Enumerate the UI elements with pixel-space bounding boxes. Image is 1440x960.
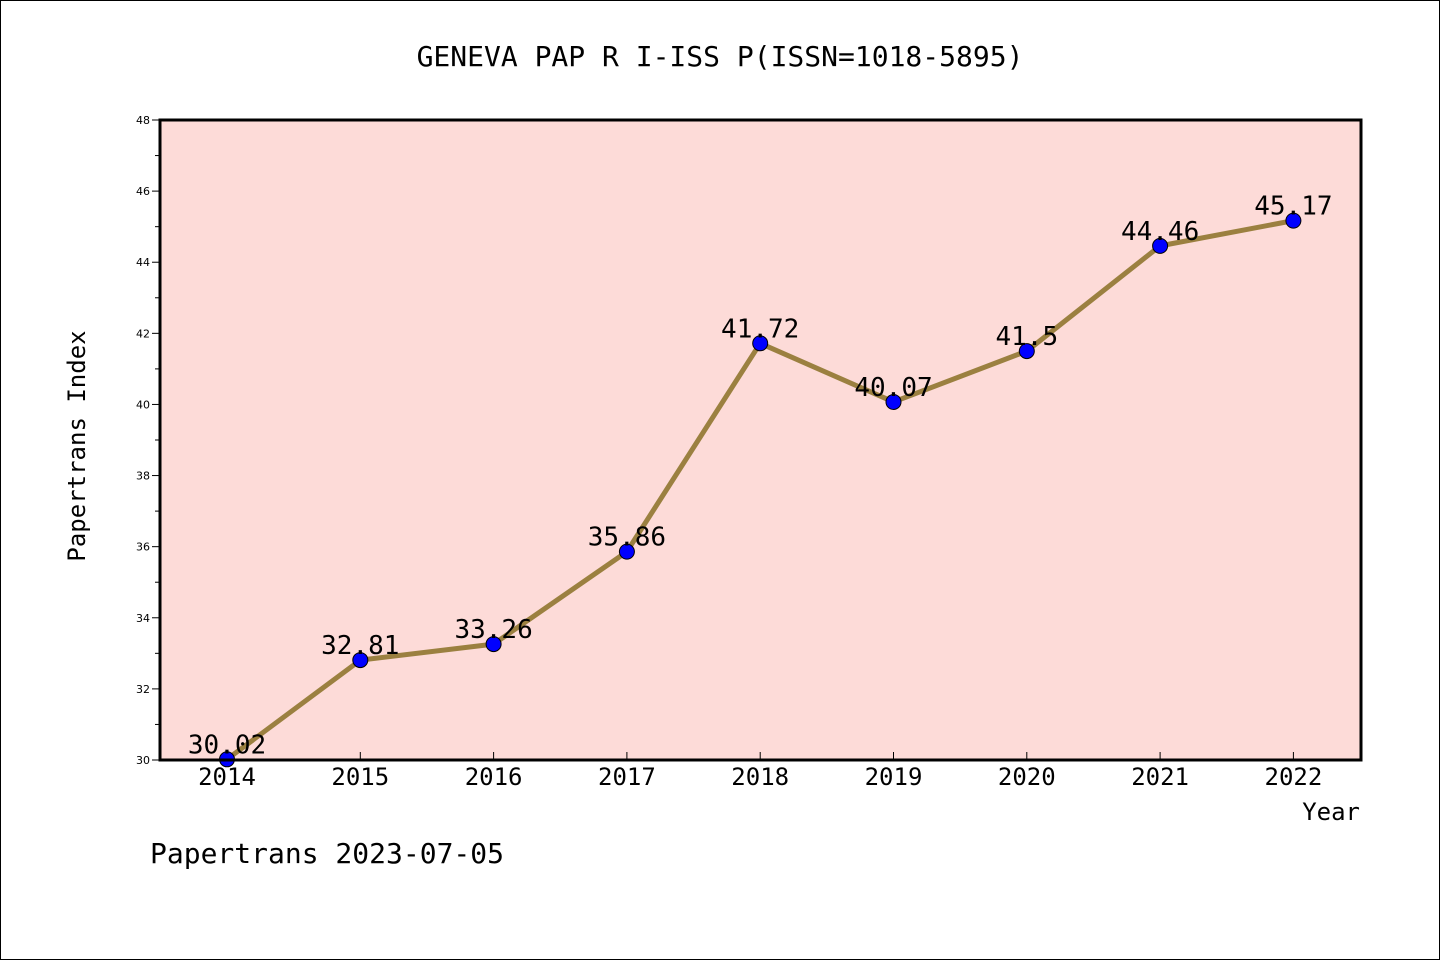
y-tick-label: 34 <box>136 612 150 625</box>
data-label: 35.86 <box>588 523 666 553</box>
series-group <box>219 212 1302 768</box>
data-point <box>885 393 902 410</box>
data-label: 44.46 <box>1121 217 1199 247</box>
x-tick-label: 2017 <box>598 763 656 791</box>
x-tick-label: 2020 <box>998 763 1056 791</box>
plot-border <box>158 118 1363 762</box>
x-tick-label: 2018 <box>731 763 789 791</box>
data-label: 32.81 <box>321 631 399 661</box>
data-point <box>485 636 502 653</box>
data-point <box>618 543 635 560</box>
footer-credit: Papertrans 2023-07-05 <box>150 837 504 870</box>
y-tick-label: 30 <box>136 754 150 767</box>
x-tick-label: 2015 <box>331 763 389 791</box>
data-label: 41.72 <box>721 314 799 344</box>
y-tick-label: 36 <box>136 541 150 554</box>
x-tick-label: 2014 <box>198 763 256 791</box>
x-tick-label: 2016 <box>465 763 523 791</box>
data-label: 45.17 <box>1254 192 1332 222</box>
y-tick-label: 42 <box>136 327 150 340</box>
y-tick-label: 38 <box>136 470 150 483</box>
y-axis-ticks: 30 32 34 36 38 40 42 44 46 48 <box>136 114 160 767</box>
y-tick-label: 40 <box>136 398 150 411</box>
y-tick-label: 48 <box>136 114 150 127</box>
x-tick-label: 2019 <box>865 763 923 791</box>
chart-title: GENEVA PAP R I-ISS P(ISSN=1018-5895) <box>417 40 1024 73</box>
data-labels: 30.02 32.81 33.26 35.86 41.72 40.07 41.5 44.46 4… <box>188 192 1333 761</box>
x-tick-label: 2021 <box>1131 763 1189 791</box>
data-point <box>1152 237 1169 254</box>
y-tick-label: 32 <box>136 683 150 696</box>
y-tick-label: 46 <box>136 185 150 198</box>
data-label: 30.02 <box>188 730 266 760</box>
x-axis-label: Year <box>1302 798 1360 826</box>
data-label: 40.07 <box>854 373 932 403</box>
data-label: 41.5 <box>995 322 1058 352</box>
x-tick-label: 2022 <box>1265 763 1323 791</box>
x-axis-ticks: 2014 2015 2016 2017 2018 2019 2020 2021 2022 <box>198 752 1322 791</box>
y-tick-label: 44 <box>136 256 150 269</box>
y-axis-label: Papertrans Index <box>63 330 91 561</box>
data-label: 33.26 <box>454 615 532 645</box>
data-point <box>752 335 769 352</box>
data-point <box>352 652 369 669</box>
data-point <box>1285 212 1302 229</box>
data-point <box>1018 343 1035 360</box>
